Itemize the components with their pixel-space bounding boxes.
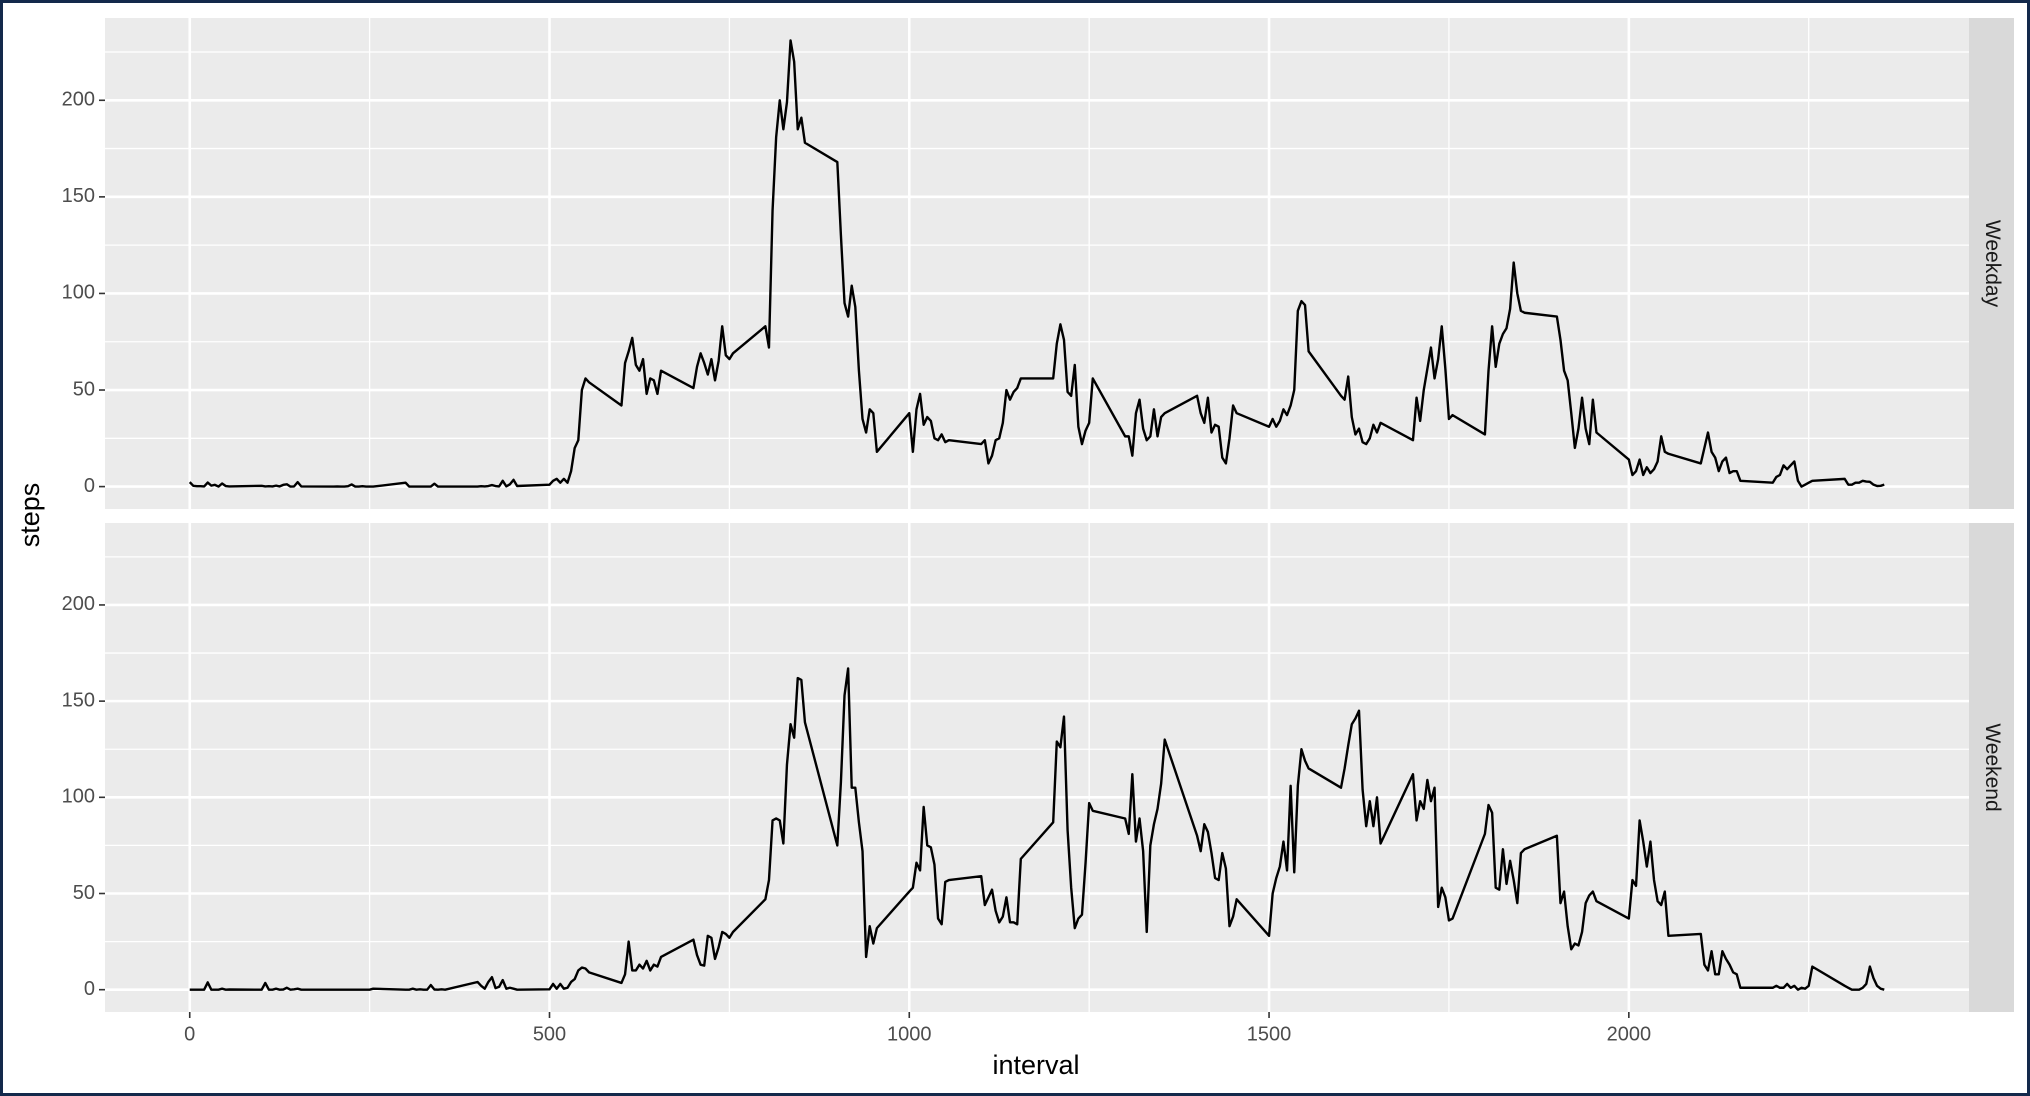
y-tick-label: 0: [84, 978, 95, 1000]
chart: interval steps 0 50 100 150 200 Weekday 0 50 100…: [15, 18, 2014, 1080]
y-tick-label: 0: [84, 475, 95, 497]
panel-background: [105, 523, 1969, 1012]
y-axis-title: steps: [15, 483, 45, 548]
panel-background: [105, 18, 1969, 509]
y-tick-label: 100: [62, 282, 95, 304]
x-tick-label: 0: [184, 1023, 195, 1045]
x-tick-label: 1000: [887, 1023, 932, 1045]
data-line: [188, 39, 1885, 488]
facet-strip: [1969, 523, 2014, 1012]
x-axis-title: interval: [992, 1050, 1079, 1080]
y-tick-label: 50: [73, 378, 95, 400]
data-line: [189, 667, 1885, 991]
facet-label: Weekend: [1981, 723, 2004, 811]
facet-strip: [1969, 18, 2014, 509]
facet-label: Weekday: [1981, 220, 2004, 308]
y-tick-label: 150: [62, 185, 95, 207]
y-tick-label: 50: [73, 882, 95, 904]
y-tick-label: 150: [62, 689, 95, 711]
y-tick-label: 100: [62, 786, 95, 808]
x-tick-label: 500: [533, 1023, 566, 1045]
x-tick-label: 1500: [1247, 1023, 1292, 1045]
y-tick-label: 200: [62, 593, 95, 615]
x-tick-label: 2000: [1607, 1023, 1652, 1045]
y-tick-label: 200: [62, 89, 95, 111]
